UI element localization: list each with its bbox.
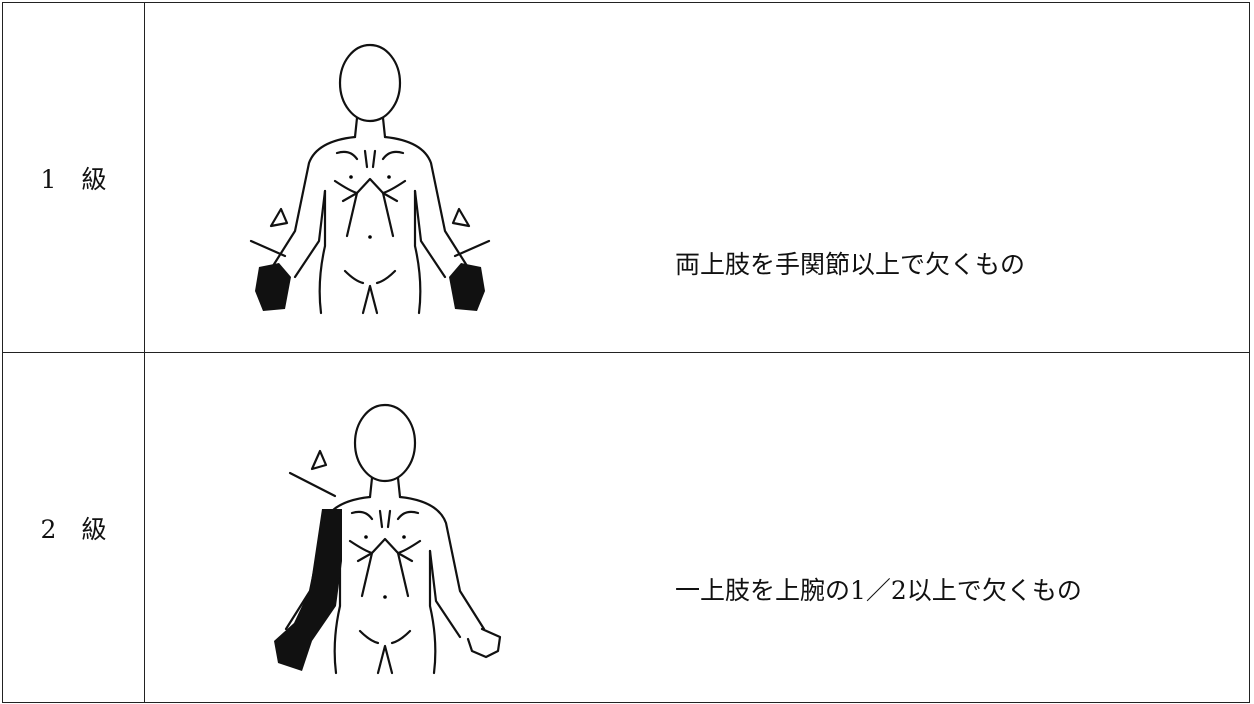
grade-cell: 1 級 xyxy=(2,2,145,353)
description: 一上肢を上腕の1／2以上で欠くもの xyxy=(675,576,1082,605)
figure-cell: 両上肢を手関節以上で欠くもの xyxy=(144,2,1250,353)
grade-cell: 2 級 xyxy=(2,352,145,703)
description: 両上肢を手関節以上で欠くもの xyxy=(675,250,1026,279)
grade-label: 1 級 xyxy=(40,164,107,194)
figure-cell: 一上肢を上腕の1／2以上で欠くもの xyxy=(144,352,1250,703)
body-illustration xyxy=(274,403,502,675)
row: 1 級 両上肢を手関節以上で欠くもの xyxy=(2,2,1250,353)
body-illustration xyxy=(249,43,491,315)
row: 2 級 一上肢を上腕の1／2以上で欠くもの xyxy=(2,352,1250,703)
grade-label: 2 級 xyxy=(40,514,107,544)
